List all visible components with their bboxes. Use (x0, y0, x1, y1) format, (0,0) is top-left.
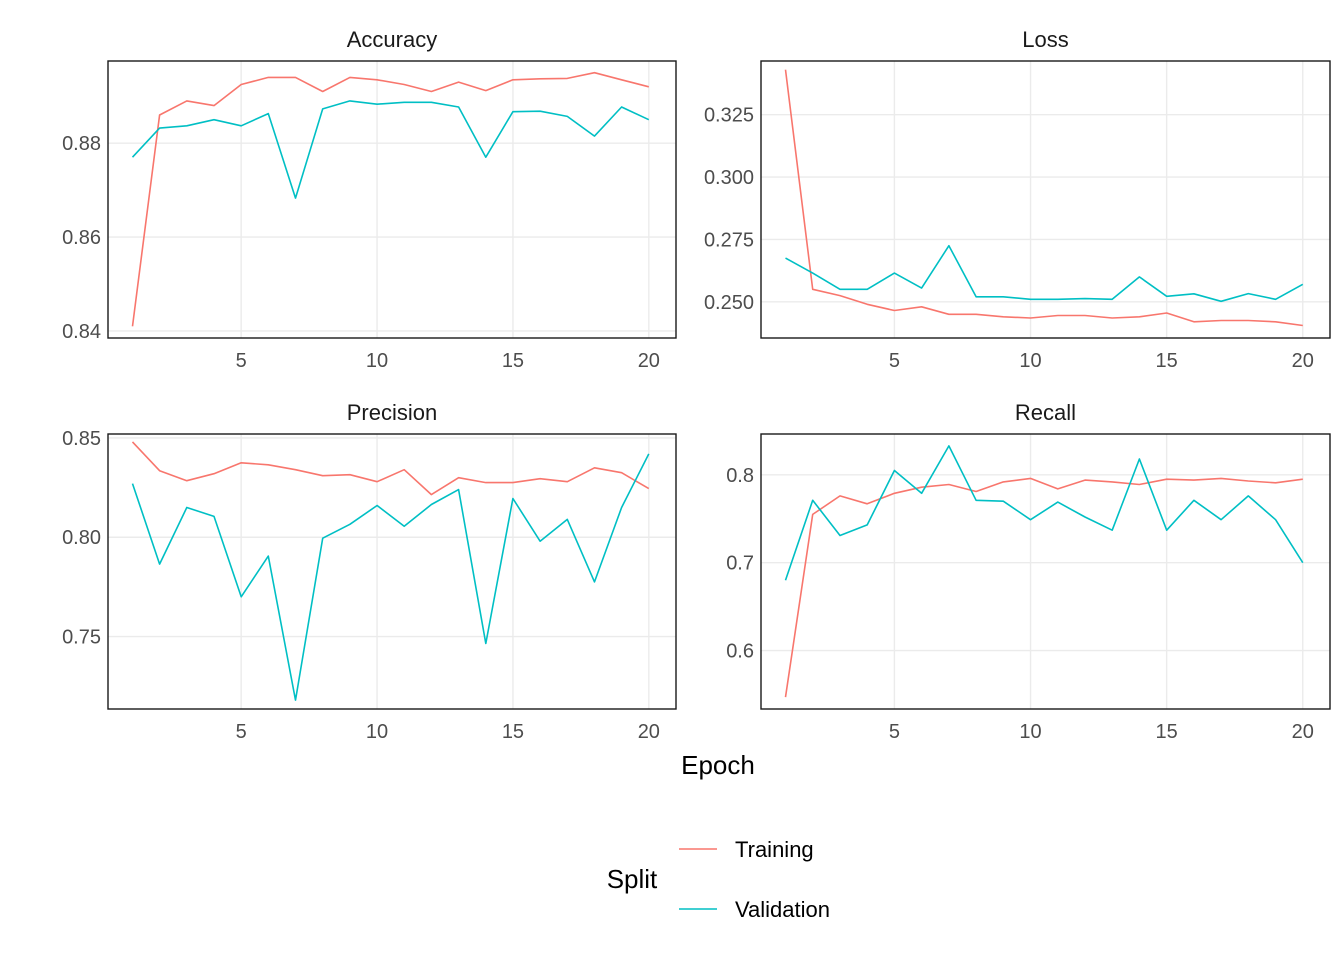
series-line-training-precision (131, 441, 650, 496)
y-tick-label: 0.6 (726, 641, 754, 663)
x-tick-label: 10 (366, 721, 388, 743)
series-line-validation-loss (785, 244, 1304, 303)
y-tick-label: 0.80 (62, 527, 101, 549)
y-tick-label: 0.8 (726, 465, 754, 487)
legend-label-training: Training (735, 837, 814, 862)
y-tick-label: 0.88 (62, 133, 101, 155)
x-tick-label: 15 (1156, 721, 1178, 743)
series-line-validation-accuracy (131, 100, 650, 199)
series-line-training-accuracy (131, 71, 649, 327)
panel-title-recall: Recall (1015, 400, 1076, 425)
panel-loss: Loss 0.250 0.275 0.300 0.325 5 10 15 20 (704, 27, 1331, 372)
panel-border-recall (760, 433, 1331, 710)
y-tick-label: 0.275 (704, 229, 754, 251)
panel-border-accuracy (107, 60, 677, 339)
y-tick-label: 0.86 (62, 227, 101, 249)
x-tick-label: 15 (502, 721, 524, 743)
y-tick-label: 0.84 (62, 321, 101, 343)
y-tick-label: 0.325 (704, 105, 754, 127)
x-tick-label: 10 (1019, 350, 1041, 372)
x-tick-label: 20 (638, 721, 660, 743)
legend-title: Split (607, 864, 658, 894)
panels: Accuracy 0.84 0.86 0.88 5 10 15 20 Loss 0.250 0.27… (62, 27, 1331, 743)
y-tick-label: 0.250 (704, 292, 754, 314)
y-tick-label: 0.75 (62, 627, 101, 649)
panel-title-precision: Precision (347, 400, 437, 425)
series-line-validation-precision (131, 453, 650, 701)
panel-recall: Recall 0.6 0.7 0.8 5 10 15 20 (726, 400, 1331, 743)
legend-label-validation: Validation (735, 897, 830, 922)
y-tick-label: 0.85 (62, 428, 101, 450)
panel-precision: Precision 0.75 0.80 0.85 5 10 15 20 (62, 400, 677, 743)
x-tick-label: 5 (236, 350, 247, 372)
y-tick-label: 0.7 (726, 553, 754, 575)
panel-border-precision (107, 433, 677, 710)
x-tick-label: 5 (236, 721, 247, 743)
x-axis-title: Epoch (681, 750, 755, 780)
y-tick-label: 0.300 (704, 167, 754, 189)
panel-title-accuracy: Accuracy (347, 27, 437, 52)
panel-title-loss: Loss (1022, 27, 1068, 52)
x-tick-label: 15 (502, 350, 524, 372)
x-tick-label: 20 (1292, 721, 1314, 743)
x-tick-label: 10 (366, 350, 388, 372)
x-tick-label: 20 (638, 350, 660, 372)
series-line-training-recall (784, 477, 1303, 698)
panel-border-loss (760, 60, 1331, 339)
series-line-validation-recall (784, 445, 1304, 581)
panel-accuracy: Accuracy 0.84 0.86 0.88 5 10 15 20 (62, 27, 677, 372)
series-line-training-loss (784, 69, 1303, 327)
x-tick-label: 5 (889, 721, 900, 743)
x-tick-label: 20 (1292, 350, 1314, 372)
x-tick-label: 15 (1156, 350, 1178, 372)
x-tick-label: 10 (1019, 721, 1041, 743)
x-tick-label: 5 (889, 350, 900, 372)
legend: Split Training Validation (607, 837, 830, 922)
